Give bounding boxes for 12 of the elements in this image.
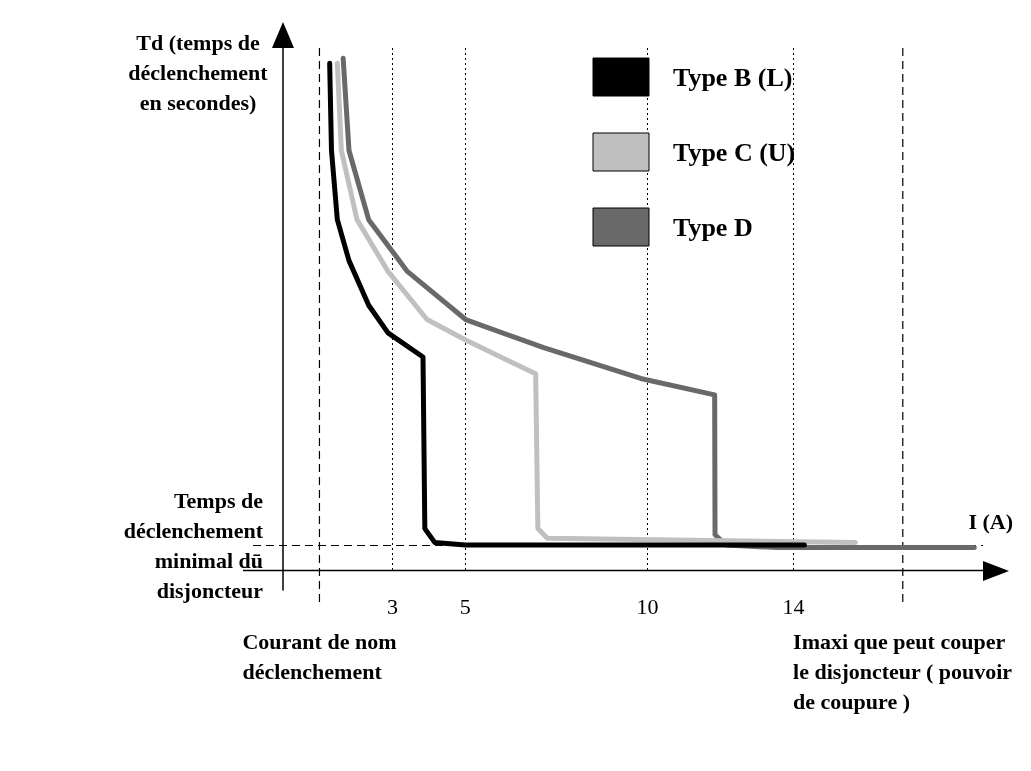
x-tick-label: 10 [636,593,659,619]
legend-label: Type C (U) [673,138,796,167]
x-tick-label: 3 [386,593,398,619]
ref-line-label: Courant de nom déclenchement [242,628,397,684]
ref-line-label: Imaxi que peut couper le disjoncteur ( pouvoir de coupure ) [793,628,1013,714]
legend-label: Type B (L) [673,63,793,92]
ref-line-label: Temps de déclenchement minimal dū disjoncteur [123,488,264,604]
x-tick-label: 5 [459,593,471,619]
x-axis-title: I (A) [968,508,1013,534]
y-axis-title: Td (temps de déclenchement en secondes) [128,30,269,115]
legend-label: Type D [673,213,753,242]
x-tick-label: 14 [782,593,805,619]
